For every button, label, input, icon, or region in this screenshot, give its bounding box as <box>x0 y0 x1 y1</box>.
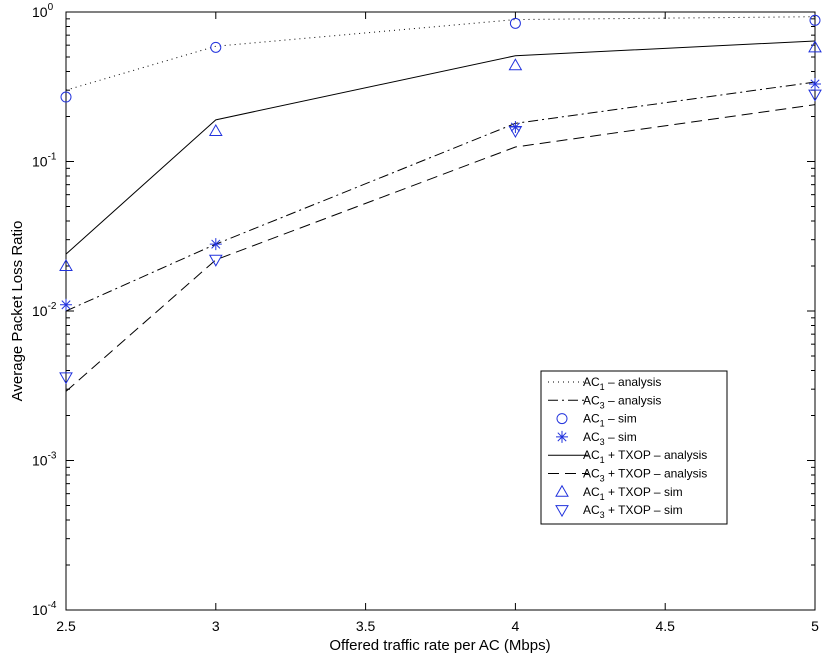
legend-label-ac1-txop-sim: AC1 + TXOP – sim <box>583 485 683 502</box>
legend-marker-ac1-sim <box>556 413 568 425</box>
data-point-ac3-sim <box>509 121 522 134</box>
y-tick-label: 10-4 <box>32 600 57 618</box>
series-line-ac3-txop-analysis <box>65 104 816 392</box>
series-ac1-txop-analysis <box>65 40 816 255</box>
series-ac1-txop-sim <box>59 40 822 271</box>
data-point-ac3-txop-sim <box>59 372 73 385</box>
legend-label-ac1-analysis: AC1 – analysis <box>583 375 661 392</box>
y-tick-label: 10-3 <box>32 451 57 469</box>
data-point-ac1-txop-sim <box>59 258 73 271</box>
data-point-ac3-txop-sim <box>808 89 822 102</box>
legend-label-ac1-sim: AC1 – sim <box>583 412 637 429</box>
legend-label-ac1-txop-analysis: AC1 + TXOP – analysis <box>583 448 707 465</box>
x-axis: 2.5 3 3.5 4 4.5 5 <box>56 12 819 634</box>
data-point-ac1-sim <box>60 91 72 103</box>
data-point-ac3-sim <box>809 77 821 90</box>
x-tick-label: 5 <box>811 618 819 634</box>
series-ac1-sim <box>60 14 821 103</box>
data-point-ac3-sim <box>209 238 222 251</box>
legend-marker-ac3-txop-sim <box>555 505 569 518</box>
data-point-ac3-sim <box>60 298 72 311</box>
data-point-ac1-sim <box>210 41 222 53</box>
data-point-ac1-txop-sim <box>208 123 223 136</box>
y-tick-label: 10-1 <box>32 152 57 170</box>
y-tick-label: 10-2 <box>32 301 57 319</box>
x-tick-label: 3.5 <box>356 618 376 634</box>
series-ac3-sim <box>60 77 821 311</box>
legend-label-ac3-sim: AC3 – sim <box>583 430 637 447</box>
data-point-ac1-sim <box>809 14 821 26</box>
x-tick-label: 4.5 <box>655 618 675 634</box>
series-line-ac3-analysis <box>65 81 816 312</box>
data-point-ac1-txop-sim <box>508 58 523 71</box>
legend-marker-ac3-sim <box>556 430 568 443</box>
legend-marker-ac1-txop-sim <box>555 484 569 497</box>
data-point-ac1-txop-sim <box>808 40 822 53</box>
y-axis-title: Average Packet Loss Ratio <box>9 221 26 402</box>
series-ac3-txop-analysis <box>65 104 816 392</box>
x-tick-label: 2.5 <box>56 618 76 634</box>
x-tick-label: 4 <box>512 618 520 634</box>
legend-label-ac3-txop-analysis: AC3 + TXOP – analysis <box>583 467 707 484</box>
data-point-ac3-txop-sim <box>508 125 523 138</box>
y-axis: 10-4 10-3 10-2 10-1 100 <box>32 2 815 618</box>
x-tick-label: 3 <box>212 618 220 634</box>
x-axis-title: Offered traffic rate per AC (Mbps) <box>329 637 550 654</box>
legend-label-ac3-txop-sim: AC3 + TXOP – sim <box>583 503 683 520</box>
y-tick-label: 100 <box>32 2 54 20</box>
legend-box <box>540 370 728 525</box>
legend-label-ac3-analysis: AC3 – analysis <box>583 393 661 410</box>
data-point-ac1-sim <box>509 17 521 29</box>
series-layer <box>59 14 822 392</box>
data-point-ac3-txop-sim <box>208 254 223 267</box>
series-ac3-analysis <box>65 81 816 312</box>
series-line-ac1-txop-analysis <box>65 40 816 255</box>
series-ac3-txop-sim <box>59 89 822 385</box>
